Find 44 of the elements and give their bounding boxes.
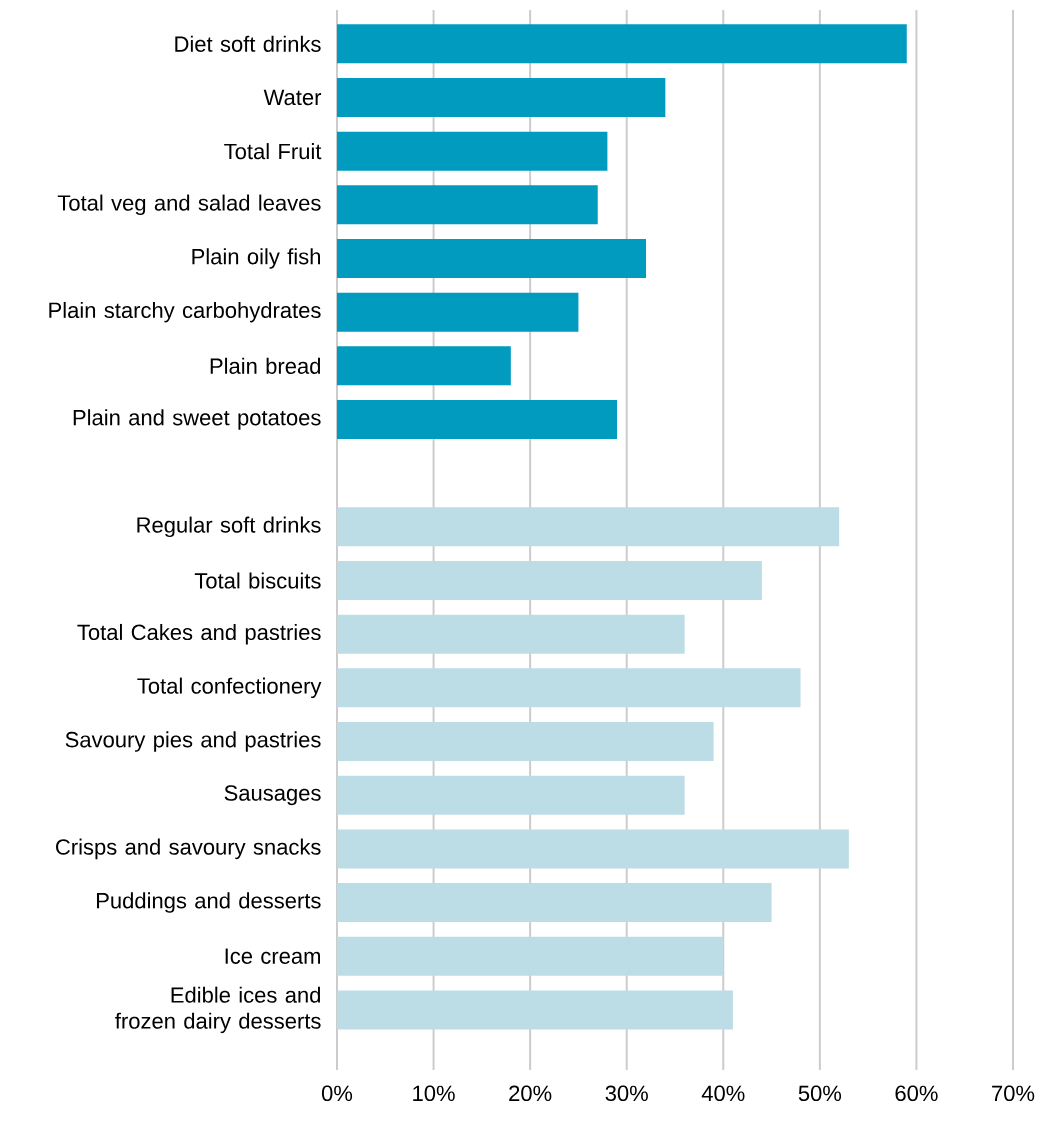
- x-tick-label: 10%: [413, 1085, 455, 1102]
- bar: [336, 400, 618, 440]
- y-tick-label: Total veg and salad leaves: [57, 194, 321, 216]
- y-tick-label: Total biscuits: [194, 572, 321, 589]
- bar: [336, 775, 685, 815]
- y-tick-label: Plain starchy carbohydrates: [49, 301, 321, 323]
- y-tick-label: Plain and sweet potatoes: [73, 409, 321, 430]
- bar: [336, 883, 772, 923]
- x-tick-label: 40%: [701, 1085, 745, 1102]
- bar: [336, 77, 666, 117]
- y-tick-label: Ice cream: [225, 948, 320, 964]
- x-tick-label: 20%: [509, 1085, 552, 1102]
- y-tick-label: Total Cakes and pastries: [77, 623, 321, 645]
- x-tick-label: 60%: [895, 1085, 938, 1102]
- y-tick-label: Edible ices and frozen dairy desserts: [115, 986, 321, 1034]
- bar: [336, 24, 907, 64]
- bar: [336, 239, 647, 278]
- bar: [336, 507, 840, 547]
- x-tick-label: 70%: [992, 1085, 1035, 1102]
- bar: [336, 990, 733, 1030]
- y-tick-label: Total confectionery: [137, 677, 322, 699]
- bar: [336, 292, 579, 332]
- bar: [336, 346, 511, 386]
- bar: [336, 722, 714, 762]
- x-tick-label: 50%: [798, 1085, 842, 1102]
- y-tick-label: Crisps and savoury snacks: [56, 838, 321, 860]
- bar: [336, 614, 685, 654]
- bar: [336, 829, 849, 869]
- bar: [336, 936, 724, 976]
- y-tick-label: Plain bread: [210, 357, 321, 374]
- bar: [336, 131, 608, 171]
- y-tick-label: Puddings and desserts: [97, 892, 321, 913]
- y-tick-label: Total Fruit: [224, 143, 322, 160]
- bar: [336, 668, 801, 708]
- y-tick-label: Diet soft drinks: [175, 35, 321, 52]
- y-tick-label: Sausages: [224, 785, 321, 806]
- bar: [336, 561, 762, 601]
- y-tick-label: Plain oily fish: [192, 248, 320, 269]
- y-tick-label: Savoury pies and pastries: [65, 731, 321, 752]
- y-tick-label: Water: [263, 89, 322, 106]
- bar: [336, 185, 598, 225]
- x-tick-label: 30%: [605, 1085, 648, 1102]
- y-tick-label: Regular soft drinks: [137, 516, 321, 538]
- x-tick-label: 0%: [321, 1085, 353, 1102]
